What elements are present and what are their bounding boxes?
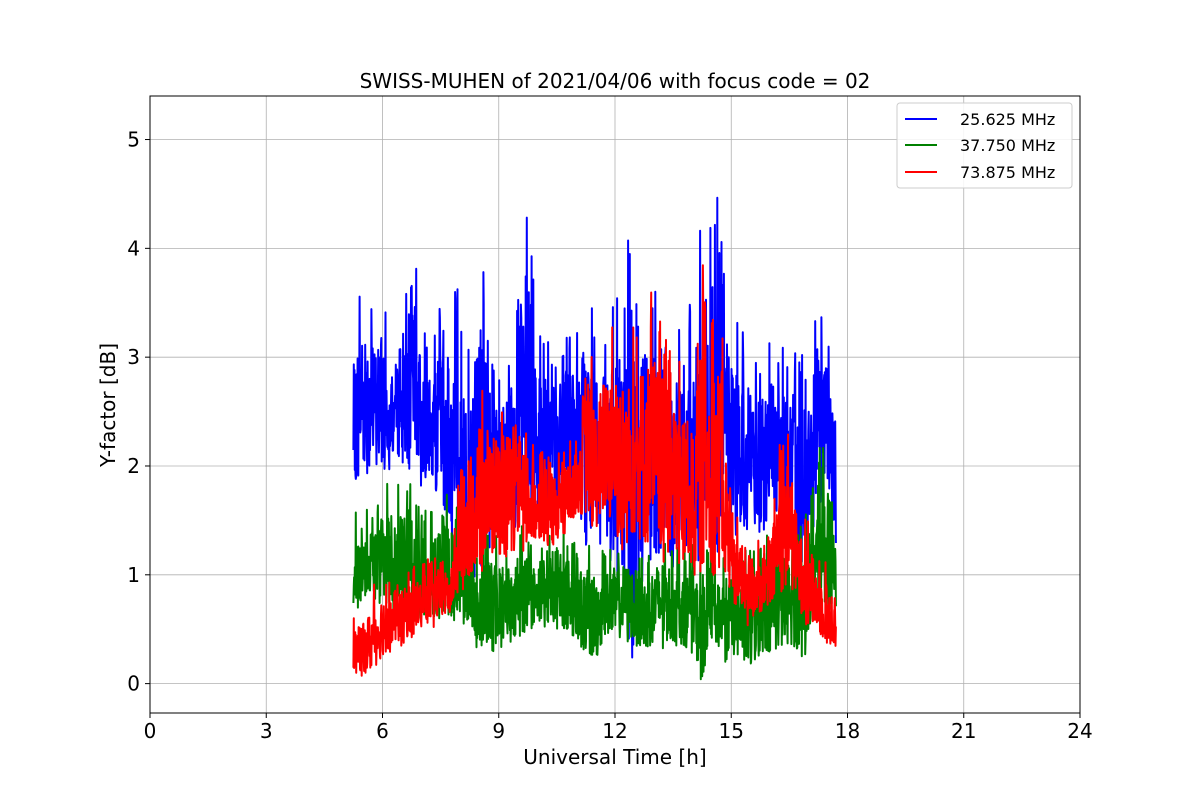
x-tick-label: 12 xyxy=(602,719,627,743)
x-tick-label: 3 xyxy=(260,719,273,743)
y-axis-label: Y-factor [dB] xyxy=(96,343,120,468)
legend-label-25625: 25.625 MHz xyxy=(960,110,1055,129)
x-tick-label: 6 xyxy=(376,719,389,743)
x-tick-label: 21 xyxy=(951,719,976,743)
x-axis-label: Universal Time [h] xyxy=(523,745,706,769)
x-tick-label: 9 xyxy=(492,719,505,743)
legend: 25.625 MHz 37.750 MHz 73.875 MHz xyxy=(896,102,1073,189)
series-layer xyxy=(352,196,837,681)
y-tick-label: 3 xyxy=(127,345,140,369)
series-line-73875 xyxy=(352,264,837,677)
x-tick-label: 18 xyxy=(835,719,860,743)
x-tick-label: 24 xyxy=(1067,719,1092,743)
legend-box xyxy=(896,102,1073,189)
x-tick-label: 15 xyxy=(719,719,744,743)
y-tick-label: 1 xyxy=(127,563,140,587)
x-tick-label: 0 xyxy=(144,719,157,743)
legend-label-73875: 73.875 MHz xyxy=(960,163,1055,182)
y-tick-label: 0 xyxy=(127,672,140,696)
y-tick-label: 5 xyxy=(127,128,140,152)
legend-label-37750: 37.750 MHz xyxy=(960,136,1055,155)
y-tick-label: 4 xyxy=(127,236,140,260)
y-tick-label: 2 xyxy=(127,454,140,478)
chart-title: SWISS-MUHEN of 2021/04/06 with focus cod… xyxy=(360,69,871,93)
